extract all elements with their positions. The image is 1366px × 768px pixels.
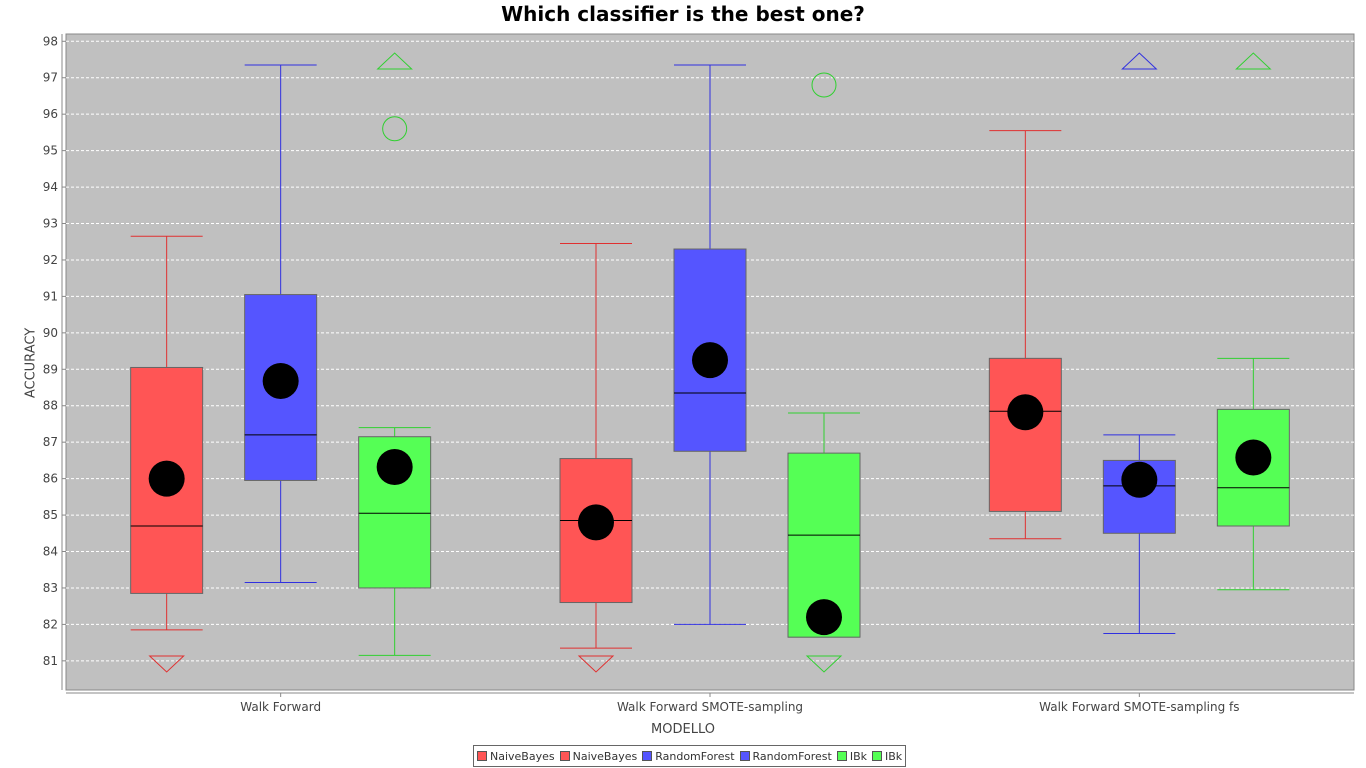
outlier-marker [382, 116, 408, 142]
legend-item: NaiveBayes [559, 749, 638, 763]
legend-swatch [739, 751, 750, 761]
far-out-low-marker [577, 655, 615, 673]
legend-label: RandomForest [752, 749, 832, 763]
y-tick-label: 84 [43, 545, 58, 559]
box [988, 357, 1062, 512]
y-tick-label: 97 [43, 71, 58, 85]
legend-swatch [836, 751, 847, 761]
y-tick-label: 95 [43, 144, 58, 158]
mean-marker [376, 448, 413, 485]
x-tick-label: Walk Forward SMOTE-sampling [617, 700, 803, 714]
legend-label: RandomForest [655, 749, 735, 763]
far-out-high-marker [1121, 52, 1158, 70]
y-tick-label: 89 [43, 362, 58, 376]
legend-swatch [872, 751, 883, 761]
far-out-low-marker [148, 655, 185, 673]
legend-swatch [477, 751, 487, 761]
mean-marker [578, 504, 614, 541]
far-out-low-marker [805, 655, 843, 673]
x-tick-label: Walk Forward SMOTE-sampling fs [1039, 700, 1239, 714]
legend-label: NaiveBayes [490, 749, 555, 763]
outlier-marker [811, 72, 837, 98]
mean-marker [1235, 439, 1272, 476]
y-tick-label: 91 [43, 289, 58, 303]
y-tick-label: 81 [43, 654, 58, 668]
y-tick-label: 82 [43, 617, 58, 631]
legend-label: IBk [849, 749, 868, 763]
y-tick-label: 88 [43, 399, 58, 413]
y-tick-label: 85 [43, 508, 58, 522]
mean-marker [148, 460, 185, 497]
chart-title: Which classifier is the best one? [501, 2, 865, 26]
mean-marker [1007, 394, 1044, 431]
y-tick-label: 92 [43, 253, 58, 267]
y-tick-label: 83 [43, 581, 58, 595]
legend-label: NaiveBayes [572, 749, 638, 763]
y-tick-label: 93 [43, 217, 58, 231]
legend-item: IBk [836, 749, 868, 763]
y-tick-label: 98 [43, 34, 58, 48]
legend-item: RandomForest [739, 749, 832, 763]
y-tick-label: 96 [43, 107, 58, 121]
far-out-high-marker [376, 52, 413, 70]
legend-item: RandomForest [642, 749, 735, 763]
legend-swatch [642, 751, 653, 761]
mean-marker [1121, 461, 1158, 498]
legend: NaiveBayes NaiveBayes RandomForest RandomFo… [473, 745, 907, 767]
mean-marker [692, 342, 728, 379]
x-tick-label: Walk Forward [240, 700, 321, 714]
legend-item: NaiveBayes [477, 750, 555, 763]
far-out-high-marker [1235, 52, 1272, 70]
legend-item: IBk [872, 750, 902, 763]
legend-swatch [559, 751, 570, 761]
y-tick-label: 87 [43, 435, 58, 449]
y-tick-label: 94 [43, 180, 58, 194]
mean-marker [806, 599, 842, 636]
mean-marker [262, 362, 299, 399]
box-plot-chart: 81 82 83 84 85 86 87 88 89 90 91 92 93 94 95 96 97 98 Walk… [43, 33, 1355, 714]
x-axis-label: MODELLO [651, 722, 715, 737]
y-tick-label: 90 [43, 326, 58, 340]
legend-label: IBk [885, 749, 903, 763]
y-tick-label: 86 [43, 472, 58, 486]
